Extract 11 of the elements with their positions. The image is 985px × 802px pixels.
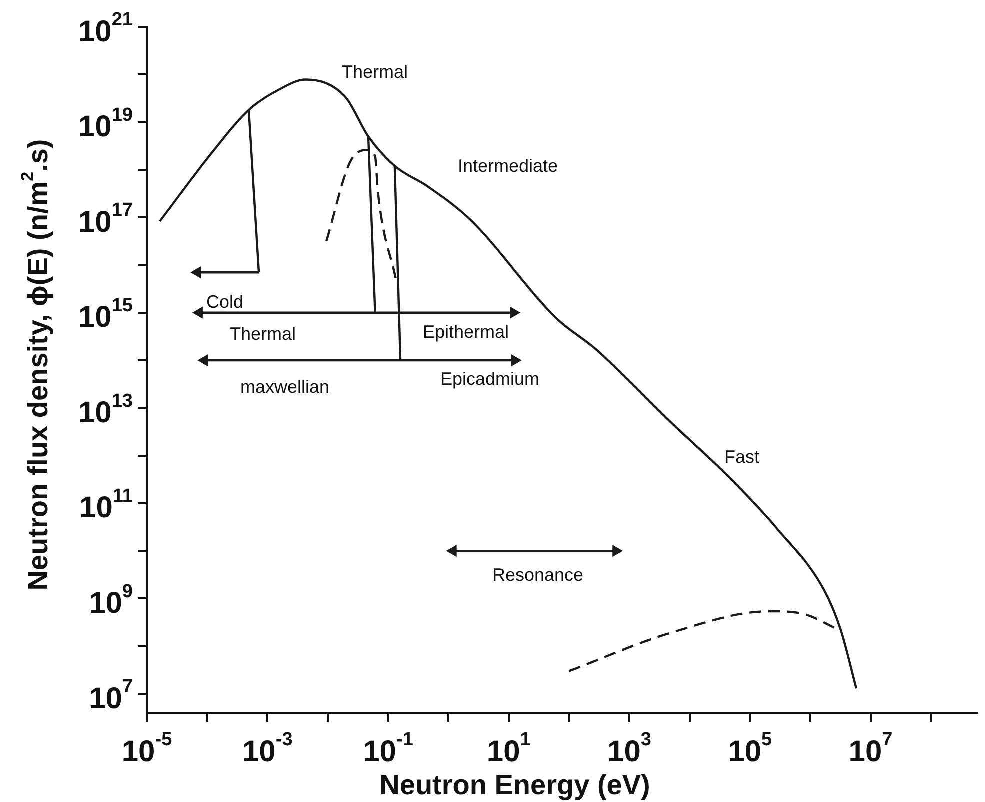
annotation: Thermal (342, 62, 408, 82)
annotation: Epicadmium (440, 368, 540, 389)
annotation: Intermediate (458, 156, 558, 176)
annotation: Epithermal (422, 322, 510, 342)
annotation: maxwellian (240, 376, 330, 397)
x-axis-title: Neutron Energy (eV) (380, 770, 650, 801)
annotation: Fast (724, 446, 760, 467)
y-axis-title: Neutron flux density, ϕ(E) (n/m2.s) (18, 139, 54, 591)
annotation: Resonance (492, 564, 584, 585)
annotation: Thermal (230, 324, 296, 344)
annotation: Cold (206, 292, 244, 312)
